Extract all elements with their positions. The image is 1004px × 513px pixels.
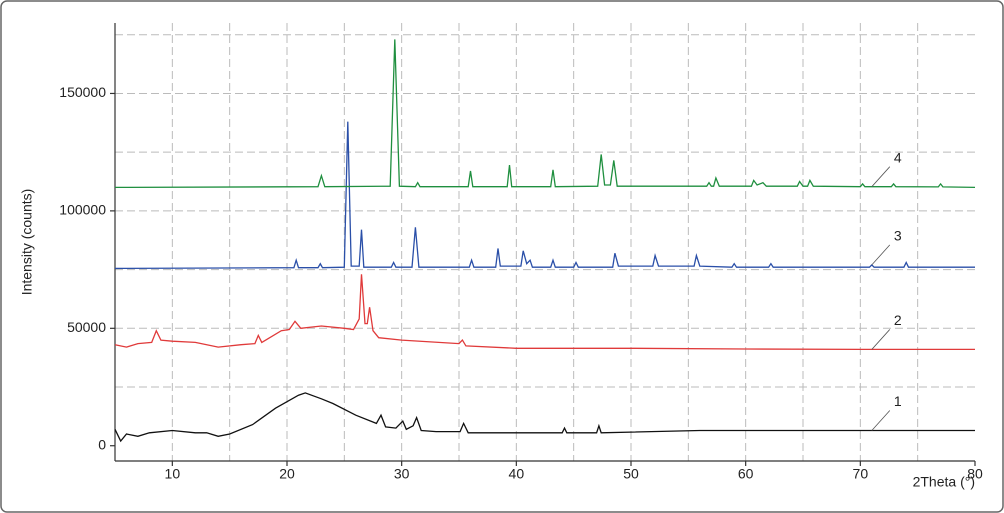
y-tick-label: 0 xyxy=(98,436,106,452)
series-leader xyxy=(871,166,891,187)
series-line xyxy=(114,121,975,270)
x-tick-label: 70 xyxy=(853,466,869,482)
series-line xyxy=(114,274,975,351)
series-line xyxy=(114,39,976,189)
x-tick-label: 30 xyxy=(394,466,410,482)
series-label: 1 xyxy=(894,393,902,409)
y-tick-label: 50000 xyxy=(67,319,106,335)
series-label: 3 xyxy=(894,228,902,244)
x-axis-label: 2Theta (°) xyxy=(913,474,975,490)
y-tick-label: 150000 xyxy=(59,84,106,100)
y-axis-label: Intensity (counts) xyxy=(19,189,35,296)
x-tick-label: 40 xyxy=(509,466,525,482)
x-tick-label: 80 xyxy=(967,466,983,482)
x-tick-label: 10 xyxy=(165,466,181,482)
series-leader xyxy=(871,244,891,266)
series-label: 4 xyxy=(894,149,902,165)
series-label: 2 xyxy=(894,312,902,328)
x-tick-label: 20 xyxy=(279,466,295,482)
x-tick-label: 50 xyxy=(623,466,639,482)
y-tick-label: 100000 xyxy=(59,202,106,218)
x-tick-label: 60 xyxy=(738,466,754,482)
series-leader xyxy=(871,329,891,350)
series-line xyxy=(114,392,975,443)
series-leader xyxy=(871,410,891,431)
